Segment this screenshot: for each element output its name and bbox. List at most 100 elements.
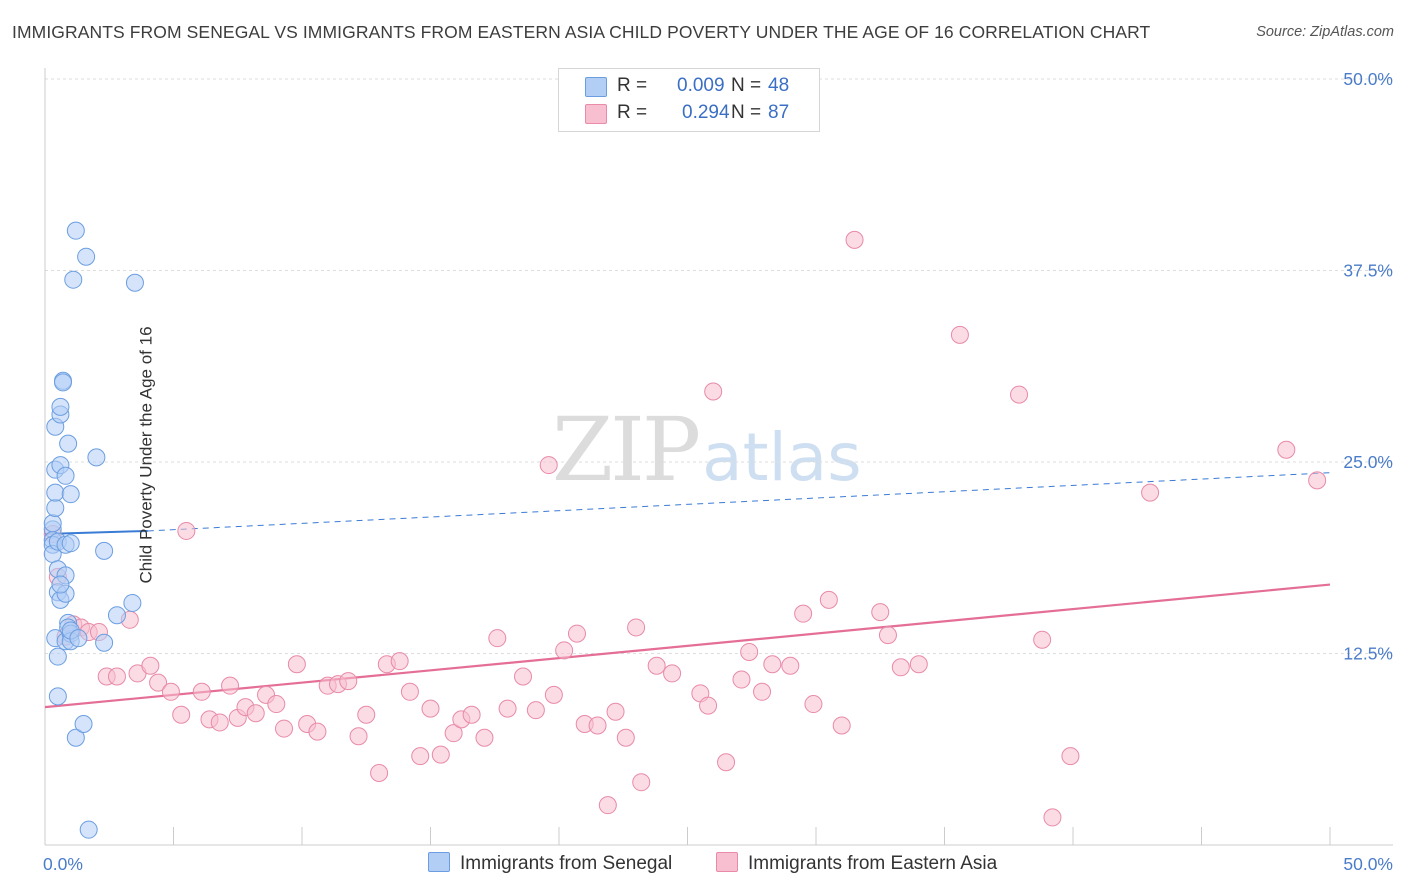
- data-point-senegal: [79, 820, 98, 839]
- data-point-eastern-asia: [704, 382, 723, 401]
- data-point-eastern-asia: [699, 696, 718, 715]
- data-point-eastern-asia: [832, 716, 851, 735]
- legend-label-senegal: Immigrants from Senegal: [460, 853, 673, 874]
- data-point-eastern-asia: [663, 664, 682, 683]
- data-point-eastern-asia: [732, 670, 751, 689]
- legend-label-asia: Immigrants from Eastern Asia: [748, 853, 998, 874]
- data-point-senegal: [46, 483, 65, 502]
- x-tick-label-left: 0.0%: [43, 854, 83, 874]
- legend-r-label: R =: [617, 75, 648, 96]
- chart-title: IMMIGRANTS FROM SENEGAL VS IMMIGRANTS FR…: [12, 22, 1151, 42]
- data-point-eastern-asia: [1010, 385, 1029, 404]
- data-point-senegal: [87, 448, 106, 467]
- data-point-eastern-asia: [498, 699, 517, 718]
- data-point-eastern-asia: [390, 652, 409, 671]
- data-point-senegal: [48, 647, 67, 666]
- data-point-eastern-asia: [444, 724, 463, 743]
- data-point-eastern-asia: [794, 604, 813, 623]
- data-point-eastern-asia: [1043, 808, 1062, 827]
- data-point-eastern-asia: [210, 713, 229, 732]
- y-axis-label: Child Poverty Under the Age of 16: [136, 326, 156, 584]
- data-point-senegal: [48, 687, 67, 706]
- data-point-eastern-asia: [909, 655, 928, 674]
- data-point-eastern-asia: [349, 727, 368, 746]
- data-point-eastern-asia: [339, 672, 358, 691]
- data-point-eastern-asia: [370, 763, 389, 782]
- data-point-eastern-asia: [753, 682, 772, 701]
- data-point-eastern-asia: [627, 618, 646, 637]
- data-point-senegal: [46, 498, 65, 517]
- data-point-eastern-asia: [891, 658, 910, 677]
- data-point-eastern-asia: [192, 682, 211, 701]
- legend-n-label: N =: [731, 75, 762, 96]
- data-point-eastern-asia: [149, 673, 168, 692]
- data-point-eastern-asia: [950, 325, 969, 344]
- data-point-senegal: [56, 466, 75, 485]
- data-point-eastern-asia: [161, 682, 180, 701]
- data-point-eastern-asia: [267, 695, 286, 714]
- data-point-eastern-asia: [539, 456, 558, 475]
- legend-swatch-senegal: [585, 77, 607, 97]
- data-point-eastern-asia: [308, 722, 327, 741]
- data-point-eastern-asia: [246, 704, 265, 723]
- data-point-senegal: [125, 273, 144, 292]
- data-point-eastern-asia: [819, 590, 838, 609]
- legend-item-senegal[interactable]: Immigrants from Senegal: [428, 852, 672, 876]
- data-point-eastern-asia: [1277, 440, 1296, 459]
- data-point-eastern-asia: [555, 641, 574, 660]
- data-point-eastern-asia: [1308, 471, 1327, 490]
- legend-swatch-asia: [716, 852, 738, 872]
- data-point-senegal: [51, 575, 70, 594]
- data-point-senegal: [95, 541, 114, 560]
- data-point-eastern-asia: [514, 667, 533, 686]
- data-point-eastern-asia: [172, 705, 191, 724]
- data-points: [43, 221, 1327, 839]
- data-point-eastern-asia: [141, 656, 160, 675]
- data-point-eastern-asia: [647, 656, 666, 675]
- data-point-eastern-asia: [275, 719, 294, 738]
- data-point-senegal: [107, 606, 126, 625]
- y-tick-label: 25.0%: [1343, 452, 1393, 472]
- data-point-eastern-asia: [598, 796, 617, 815]
- data-point-eastern-asia: [287, 655, 306, 674]
- data-point-eastern-asia: [526, 701, 545, 720]
- legend-r-value: 0.294: [682, 102, 730, 123]
- data-point-senegal: [66, 728, 85, 747]
- legend-r-label: R =: [617, 102, 648, 123]
- y-tick-label: 50.0%: [1343, 69, 1393, 89]
- y-tick-label: 37.5%: [1343, 261, 1393, 281]
- legend-item-asia[interactable]: Immigrants from Eastern Asia: [716, 852, 997, 876]
- grid-lines: [45, 78, 1393, 654]
- x-tick-label-right: 50.0%: [1343, 854, 1393, 874]
- legend-swatch-asia: [585, 104, 607, 124]
- data-point-senegal: [66, 221, 85, 240]
- data-point-eastern-asia: [763, 655, 782, 674]
- data-point-senegal: [53, 373, 72, 392]
- data-point-eastern-asia: [488, 629, 507, 648]
- tick-labels: 12.5% 25.0% 37.5% 50.0% 0.0% 50.0%: [43, 69, 1393, 874]
- data-point-eastern-asia: [567, 624, 586, 643]
- data-point-eastern-asia: [845, 230, 864, 249]
- data-point-eastern-asia: [781, 656, 800, 675]
- data-point-eastern-asia: [740, 642, 759, 661]
- data-point-senegal: [69, 629, 88, 648]
- data-point-eastern-asia: [431, 745, 450, 764]
- legend-n-label: N =: [731, 102, 762, 123]
- data-point-eastern-asia: [400, 682, 419, 701]
- trend-line-senegal: [44, 529, 148, 536]
- data-point-eastern-asia: [632, 773, 651, 792]
- data-point-eastern-asia: [1061, 747, 1080, 766]
- data-point-eastern-asia: [871, 603, 890, 622]
- legend-n-value: 48: [768, 75, 790, 96]
- data-point-senegal: [77, 247, 96, 266]
- legend-r-value: 0.009: [677, 75, 725, 96]
- source-label: Source: ZipAtlas.com: [1256, 24, 1394, 40]
- data-point-senegal: [123, 593, 142, 612]
- y-tick-label: 12.5%: [1343, 644, 1393, 664]
- data-point-eastern-asia: [357, 705, 376, 724]
- data-point-eastern-asia: [1033, 630, 1052, 649]
- data-point-senegal: [64, 270, 83, 289]
- trend-line-eastern-asia: [44, 583, 1331, 709]
- correlation-legend: R = 0.009 N = 48 R = 0.294 N = 87: [558, 68, 820, 132]
